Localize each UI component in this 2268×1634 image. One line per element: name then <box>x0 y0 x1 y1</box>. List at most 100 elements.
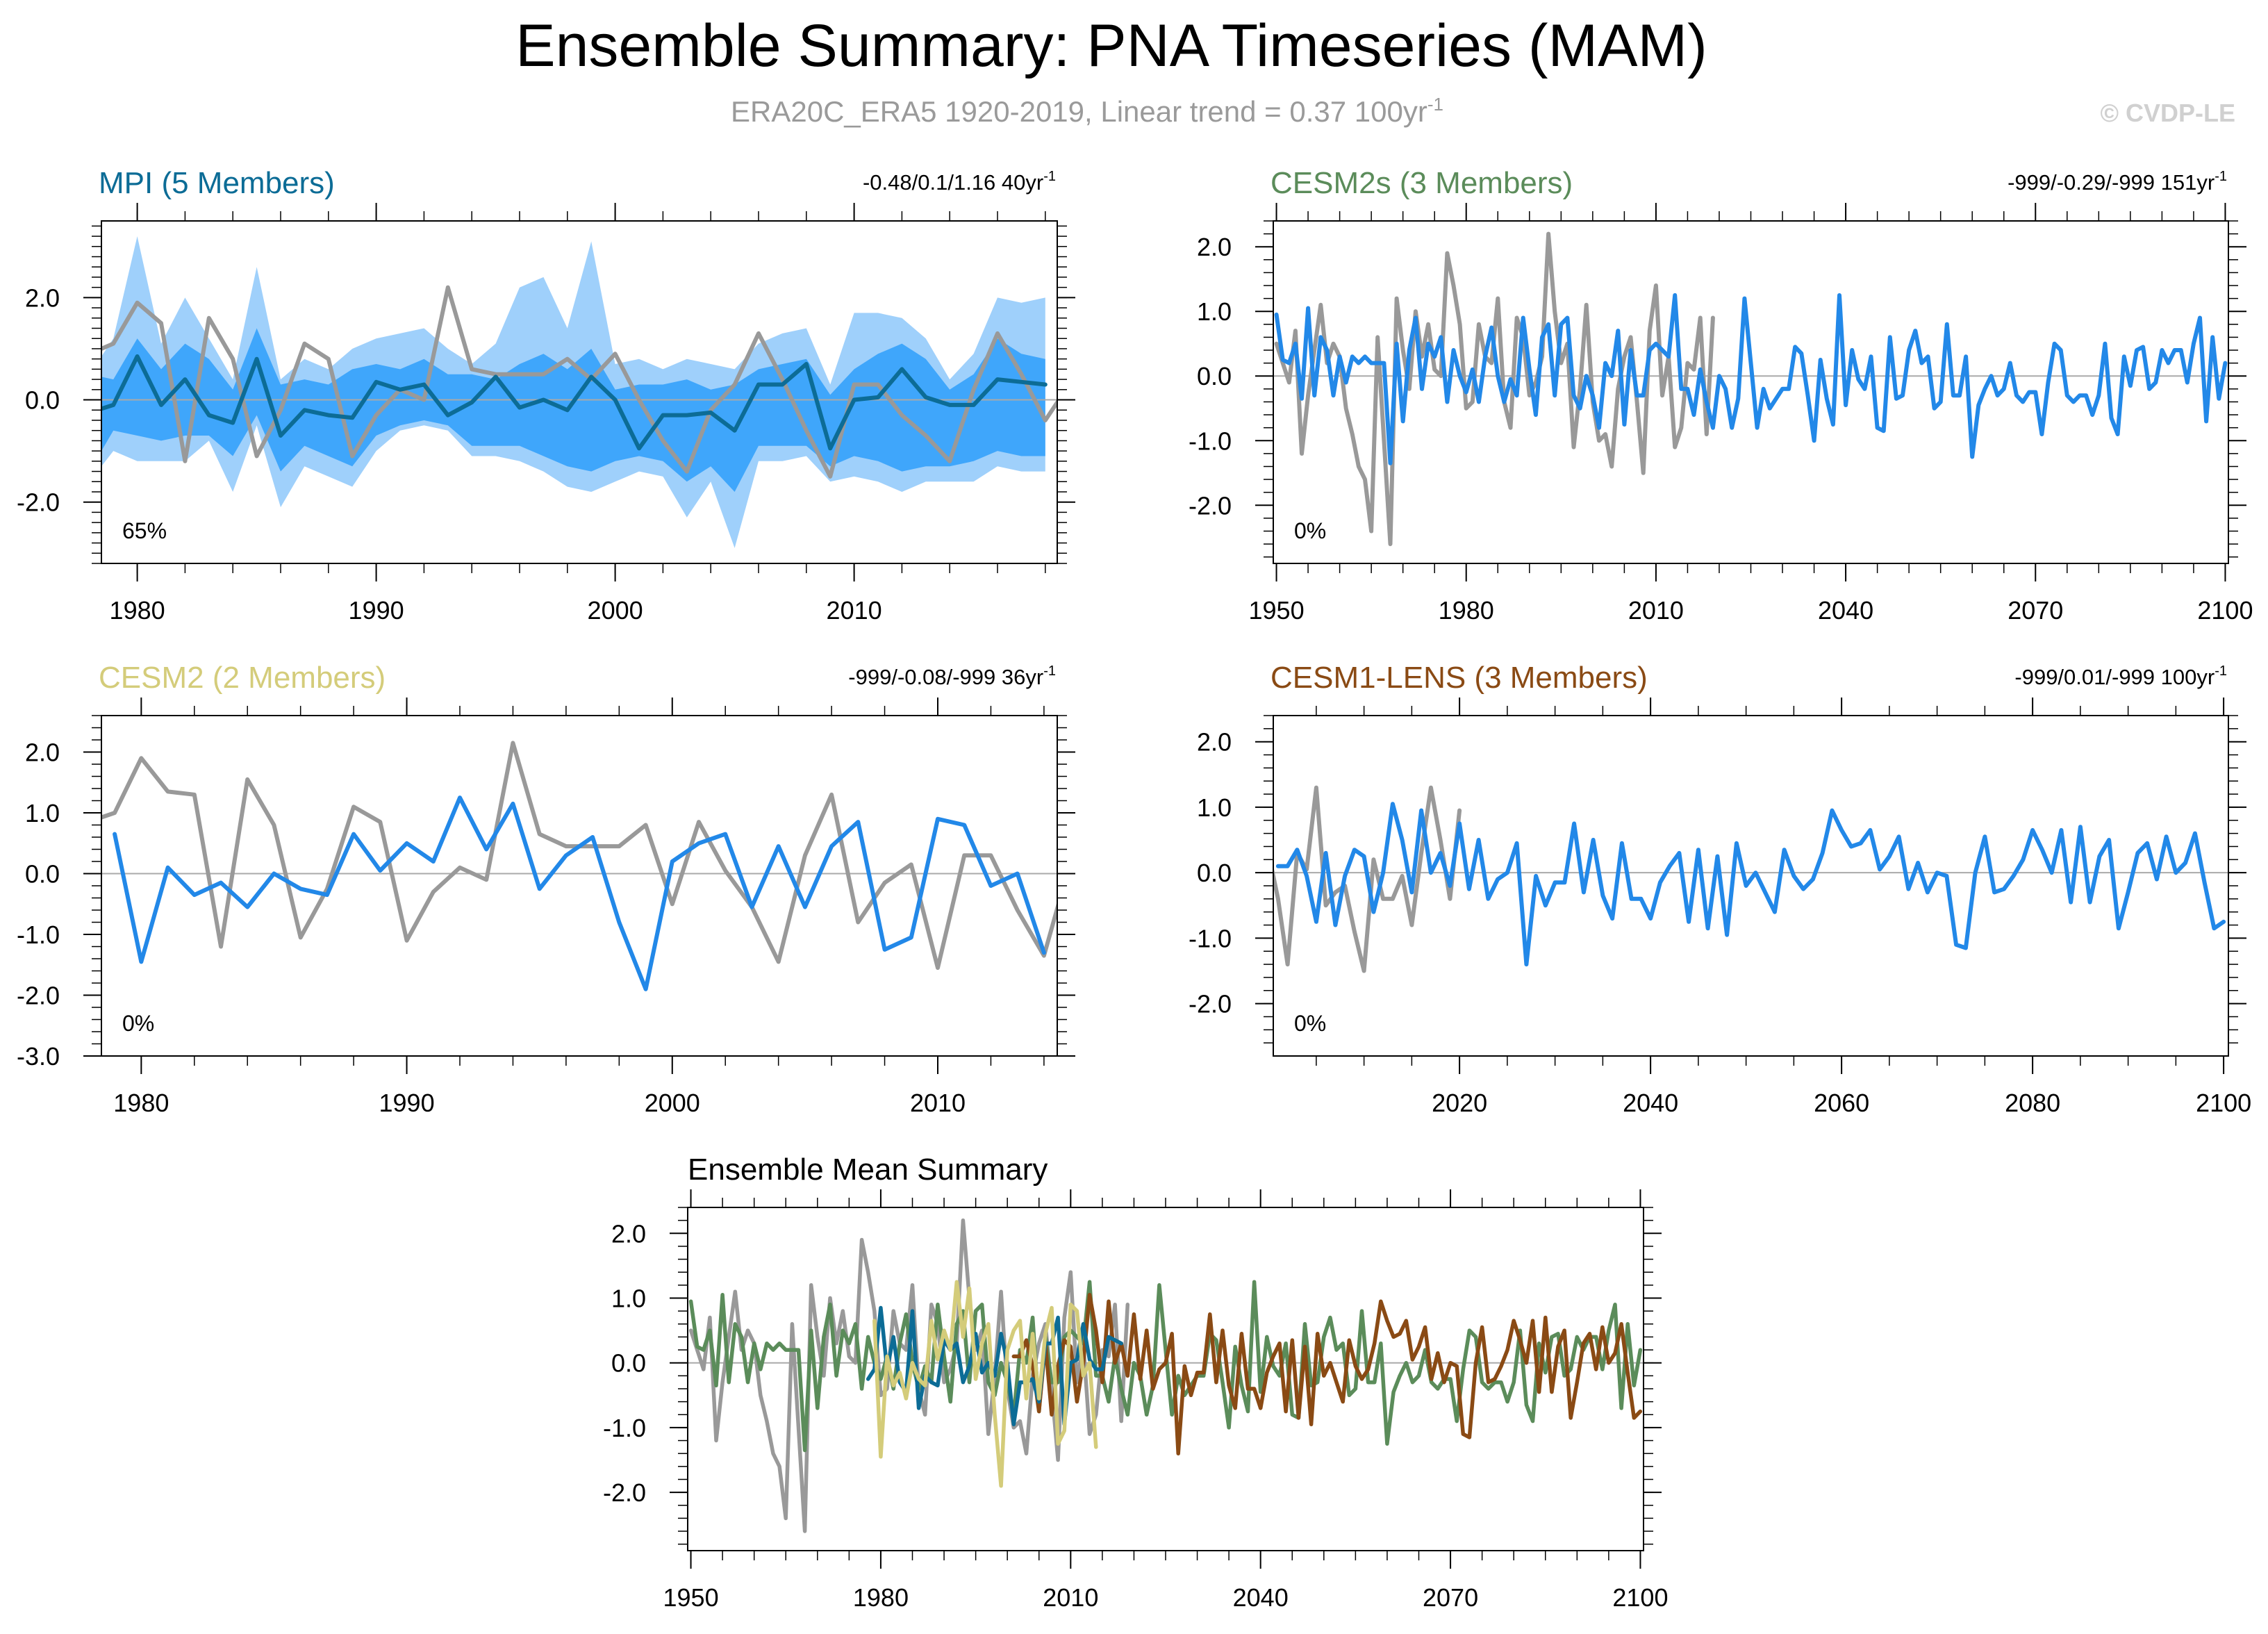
cesm1-lens-ytick-label: 1.0 <box>1197 793 1232 822</box>
cesm2-stats-text: -999/-0.08/-999 36yr <box>848 665 1043 689</box>
ensemble-mean-ytick-label: 2.0 <box>611 1219 646 1248</box>
cesm2s-ytick-label: -2.0 <box>1189 491 1232 520</box>
cesm1-lens-stats-text: -999/0.01/-999 100yr <box>2014 665 2215 689</box>
cesm2-ytick-label: -1.0 <box>17 921 60 949</box>
ensemble-mean-ytick-label: -1.0 <box>603 1414 646 1442</box>
panel-cesm2s: CESM2s (3 Members) -999/-0.29/-999 151yr-… <box>1189 166 2253 625</box>
mpi-stats-text: -0.48/0.1/1.16 40yr <box>863 170 1043 195</box>
cesm2-ytick-label: -3.0 <box>17 1042 60 1071</box>
cesm2s-plot-area <box>1273 231 2228 547</box>
cesm2s-xtick-label: 2010 <box>1628 596 1684 625</box>
ensemble-mean-series-cesm1-lens <box>1011 1293 1643 1455</box>
mpi-minor-ticks <box>92 211 1067 573</box>
cesm2s-series-era20c-era5 <box>1274 231 1715 547</box>
cesm2-ytick-label: 1.0 <box>25 799 60 827</box>
cesm2-ytick-label: 2.0 <box>25 738 60 767</box>
ensemble-mean-ytick-label: 1.0 <box>611 1284 646 1312</box>
ensemble-mean-series-cesm2 <box>872 1280 1098 1488</box>
mpi-xtick-label: 1990 <box>349 596 404 625</box>
cesm1-lens-ytick-label: 0.0 <box>1197 859 1232 887</box>
ensemble-mean-xtick-label: 2070 <box>1423 1583 1478 1612</box>
ensemble-mean-xtick-label: 2010 <box>1043 1583 1098 1612</box>
cesm2-xtick-label: 1990 <box>379 1089 435 1117</box>
cesm2s-title: CESM2s (3 Members) <box>1270 166 1573 200</box>
cesm2s-xtick-label: 2070 <box>2008 596 2063 625</box>
cesm2-plot-area <box>101 741 1057 991</box>
panel-mpi: MPI (5 Members) -0.48/0.1/1.16 40yr-1 1980… <box>17 166 1075 625</box>
ensemble-mean-ytick-label: 0.0 <box>611 1349 646 1378</box>
cesm1-lens-title: CESM1-LENS (3 Members) <box>1270 661 1648 695</box>
cesm1-lens-xtick-label: 2060 <box>1814 1089 1869 1117</box>
cesm2s-xtick-label: 1950 <box>1249 596 1305 625</box>
mpi-title: MPI (5 Members) <box>99 166 335 200</box>
cesm2-ytick-label: 0.0 <box>25 860 60 889</box>
figure-title: Ensemble Summary: PNA Timeseries (MAM) <box>515 13 1707 79</box>
cesm1-lens-xtick-label: 2080 <box>2005 1089 2060 1117</box>
mpi-ytick-label: 2.0 <box>25 283 60 312</box>
ensemble-mean-xtick-label: 2100 <box>1612 1583 1668 1612</box>
cesm2-stats-label: -999/-0.08/-999 36yr-1 <box>848 663 1056 689</box>
cesm2s-stats-label: -999/-0.29/-999 151yr-1 <box>2008 169 2227 195</box>
ensemble-mean-title: Ensemble Mean Summary <box>688 1153 1048 1187</box>
cesm2s-stats-text: -999/-0.29/-999 151yr <box>2008 170 2215 195</box>
mpi-series-era20c-era5 <box>101 285 1057 479</box>
cesm2-ytick-label: -2.0 <box>17 982 60 1010</box>
cesm2s-ytick-label: -1.0 <box>1189 427 1232 455</box>
mpi-ytick-label: 0.0 <box>25 386 60 415</box>
cesm2s-xtick-label: 1980 <box>1439 596 1494 625</box>
cesm2s-ytick-label: 1.0 <box>1197 297 1232 326</box>
cesm2-percent-label: 0% <box>122 1011 154 1036</box>
cesm1-lens-plot-area <box>1273 785 2228 973</box>
cesm2-series-era20c-era5 <box>101 741 1057 971</box>
ensemble-mean-series-cesm2s <box>688 1280 1643 1453</box>
cesm2-series-ensemble-mean <box>113 795 1046 991</box>
mpi-plot-area <box>101 236 1057 548</box>
cesm2s-xtick-label: 2040 <box>1818 596 1873 625</box>
cesm1-lens-stats-sup: -1 <box>2215 663 2227 679</box>
cesm1-lens-percent-label: 0% <box>1294 1011 1326 1036</box>
cesm2s-stats-sup: -1 <box>2215 169 2227 184</box>
mpi-series-ensemble-mean <box>101 354 1048 451</box>
ensemble-mean-xtick-label: 2040 <box>1233 1583 1289 1612</box>
cesm2s-series-ensemble-mean <box>1274 293 2228 465</box>
cesm1-lens-ytick-label: -1.0 <box>1189 924 1232 952</box>
figure-subtitle: ERA20C_ERA5 1920-2019, Linear trend = 0.… <box>731 94 1443 128</box>
panel-cesm1-lens: CESM1-LENS (3 Members) -999/0.01/-999 100… <box>1189 661 2251 1117</box>
cesm2-title: CESM2 (2 Members) <box>99 661 386 695</box>
figure-subtitle-main: ERA20C_ERA5 1920-2019, Linear trend = 0.… <box>731 95 1427 128</box>
cesm1-lens-xtick-label: 2040 <box>1623 1089 1678 1117</box>
ensemble-mean-ytick-label: -2.0 <box>603 1478 646 1507</box>
panel-cesm2: CESM2 (2 Members) -999/-0.08/-999 36yr-1 1… <box>17 661 1075 1117</box>
cesm1-lens-ytick-label: 2.0 <box>1197 728 1232 757</box>
mpi-xtick-label: 1980 <box>110 596 165 625</box>
cesm1-lens-xtick-label: 2020 <box>1432 1089 1487 1117</box>
cesm2s-ytick-label: 0.0 <box>1197 362 1232 390</box>
mpi-stats-label: -0.48/0.1/1.16 40yr-1 <box>863 169 1056 195</box>
cesm2s-ytick-label: 2.0 <box>1197 233 1232 261</box>
mpi-xtick-label: 2010 <box>827 596 882 625</box>
ensemble-mean-plot-area <box>688 1218 1644 1533</box>
cesm2-xtick-label: 2010 <box>910 1089 966 1117</box>
mpi-percent-label: 65% <box>122 518 167 543</box>
copyright-label: © CVDP-LE <box>2100 99 2235 127</box>
mpi-xtick-label: 2000 <box>588 596 643 625</box>
ensemble-mean-series-era20c-era5 <box>688 1218 1130 1533</box>
panel-ensemble-mean: Ensemble Mean Summary 1950 1980 2010 2040 207… <box>603 1153 1669 1612</box>
panels-group: MPI (5 Members) -0.48/0.1/1.16 40yr-11980… <box>17 166 2253 1612</box>
mpi-ytick-label: -2.0 <box>17 488 60 517</box>
cesm2-xtick-label: 2000 <box>645 1089 700 1117</box>
mpi-frame <box>101 220 1058 564</box>
cesm2s-percent-label: 0% <box>1294 518 1326 543</box>
cesm1-lens-stats-label: -999/0.01/-999 100yr-1 <box>2014 663 2227 689</box>
cesm2-xtick-label: 1980 <box>113 1089 169 1117</box>
cesm1-lens-xtick-label: 2100 <box>2196 1089 2251 1117</box>
cesm1-lens-series-ensemble-mean <box>1275 802 2226 967</box>
mpi-stats-sup: -1 <box>1043 169 1056 184</box>
cesm1-lens-ytick-label: -2.0 <box>1189 990 1232 1018</box>
cesm2-stats-sup: -1 <box>1043 663 1056 679</box>
ensemble-mean-xtick-label: 1980 <box>853 1583 909 1612</box>
ensemble-mean-xtick-label: 1950 <box>663 1583 719 1612</box>
figure-subtitle-sup: -1 <box>1427 94 1443 115</box>
cesm2s-xtick-label: 2100 <box>2197 596 2253 625</box>
